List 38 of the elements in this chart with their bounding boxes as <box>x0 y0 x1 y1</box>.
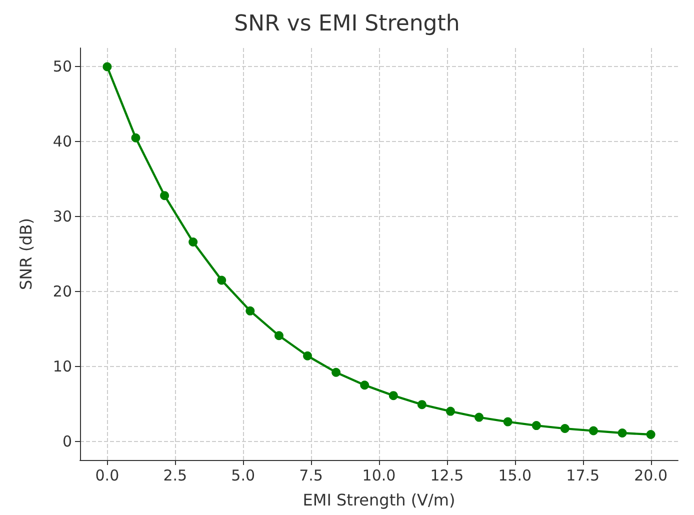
y-tick-label: 20 <box>52 282 72 300</box>
y-tick-label: 50 <box>52 58 72 76</box>
point <box>474 412 484 422</box>
point <box>588 426 598 436</box>
x-axis-title: EMI Strength (V/m) <box>302 490 456 510</box>
x-tick-label: 0.0 <box>95 466 120 484</box>
x-tick-label: 17.5 <box>566 466 600 484</box>
point <box>503 417 512 426</box>
x-tick-label: 20.0 <box>634 466 668 484</box>
y-axis-title: SNR (dB) <box>16 218 36 290</box>
point <box>646 430 656 440</box>
point <box>388 391 398 400</box>
point <box>560 424 570 434</box>
x-tick-label: 15.0 <box>498 466 532 484</box>
y-tick-label: 40 <box>52 132 72 151</box>
point <box>102 62 112 72</box>
x-tick-label: 7.5 <box>299 466 323 484</box>
y-tick-label: 10 <box>52 357 72 376</box>
point <box>246 306 255 316</box>
point <box>446 406 455 416</box>
point <box>217 276 226 285</box>
point <box>274 331 284 340</box>
point <box>160 191 170 200</box>
point <box>303 351 312 360</box>
x-tick-label: 12.5 <box>430 466 464 484</box>
point <box>131 133 140 142</box>
point <box>618 428 627 438</box>
point <box>360 380 370 390</box>
x-tick-label: 5.0 <box>231 466 256 484</box>
y-tick-label: 0 <box>62 432 72 450</box>
point <box>188 238 198 247</box>
x-tick-label: 10.0 <box>362 466 396 484</box>
point <box>417 400 426 410</box>
point <box>332 368 341 377</box>
x-tick-label: 2.5 <box>163 466 188 484</box>
y-tick-label: 30 <box>52 208 72 226</box>
point <box>532 421 541 430</box>
chart-title: SNR vs EMI Strength <box>234 12 460 36</box>
